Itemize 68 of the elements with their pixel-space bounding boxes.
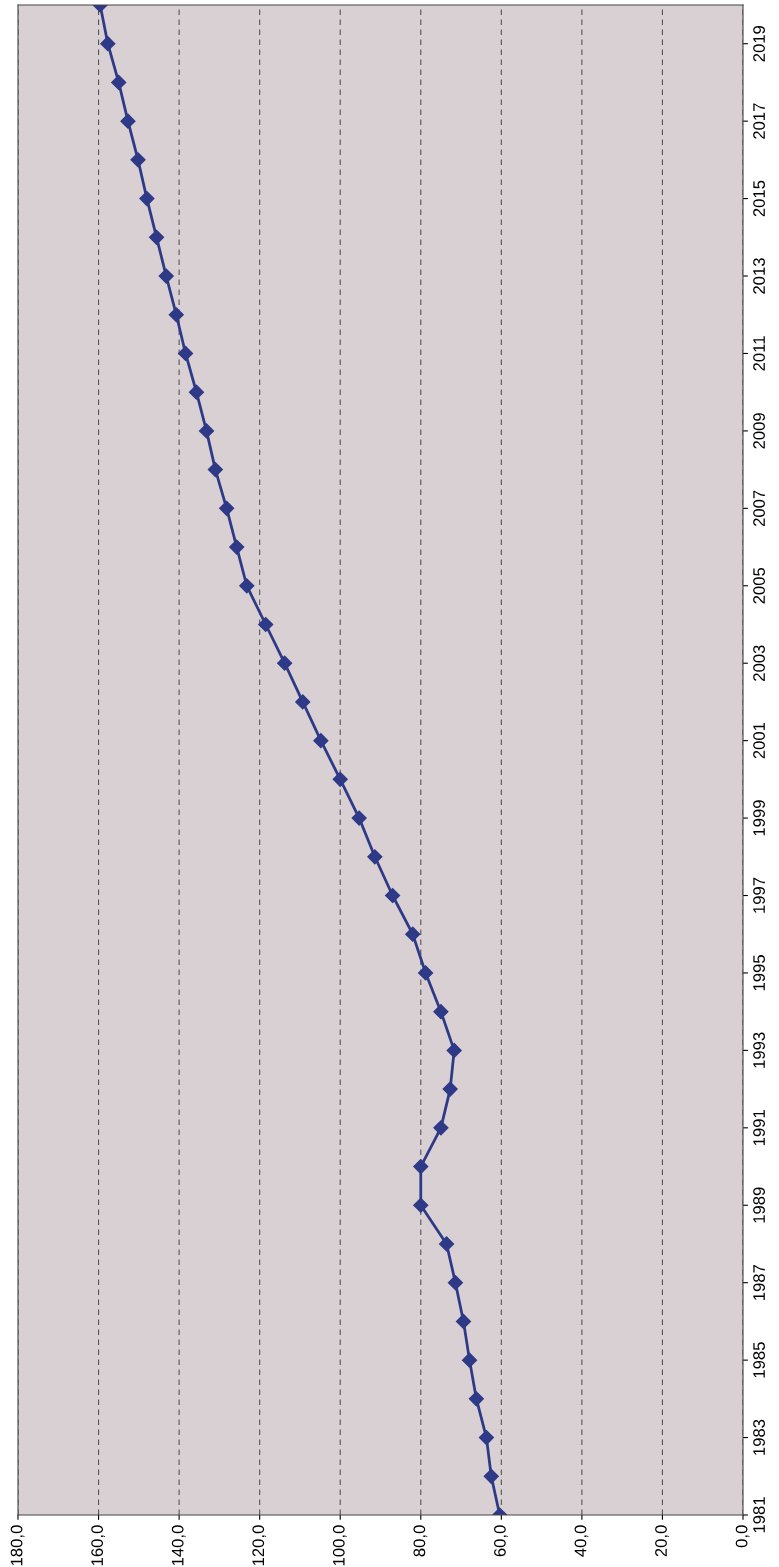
point xyxy=(442,1081,458,1097)
y-tick-label: 1995 xyxy=(753,955,765,991)
point xyxy=(478,1429,495,1446)
point xyxy=(111,74,127,91)
x-tick-label: 120,0 xyxy=(252,1525,267,1566)
point xyxy=(229,539,245,555)
y-tick-label: 1983 xyxy=(753,1419,765,1455)
x-tick-label: 160,0 xyxy=(91,1525,105,1566)
point xyxy=(219,500,235,516)
x-tick-label: 40,0 xyxy=(574,1525,589,1557)
point xyxy=(418,965,434,981)
point xyxy=(239,578,255,594)
point xyxy=(405,926,421,942)
point xyxy=(207,462,223,478)
point xyxy=(168,307,184,323)
point xyxy=(139,191,155,207)
y-tick-label: 2019 xyxy=(753,25,765,62)
y-tick-label: 2013 xyxy=(753,258,765,294)
x-tick-label: 0,0 xyxy=(735,1525,750,1548)
y-tick-label: 2007 xyxy=(753,490,765,527)
point xyxy=(120,113,136,129)
y-tick-label: 1989 xyxy=(753,1187,765,1223)
y-tick-label: 2011 xyxy=(753,336,765,371)
point xyxy=(433,1120,449,1136)
point xyxy=(188,384,205,400)
x-tick-label: 80,0 xyxy=(413,1525,428,1557)
point xyxy=(295,694,311,710)
y-tick-label: 1991 xyxy=(753,1110,765,1146)
point xyxy=(277,655,293,671)
point xyxy=(351,810,367,826)
point xyxy=(100,36,116,52)
x-tick-label: 20,0 xyxy=(655,1525,669,1557)
point xyxy=(455,1313,472,1329)
y-tick-label: 2003 xyxy=(753,645,765,681)
point xyxy=(258,616,274,633)
y-tick-label: 2017 xyxy=(753,103,765,139)
point xyxy=(413,1197,429,1213)
point xyxy=(130,152,146,168)
point xyxy=(447,1275,463,1291)
point xyxy=(367,849,383,865)
point xyxy=(177,345,194,362)
point xyxy=(446,1042,462,1058)
point xyxy=(483,1468,499,1484)
point xyxy=(148,229,165,245)
y-tick-label: 2015 xyxy=(753,180,765,217)
point xyxy=(468,1391,484,1407)
y-tick-label: 1987 xyxy=(753,1264,765,1300)
y-tick-label: 2005 xyxy=(753,567,765,604)
y-tick-label: 1985 xyxy=(753,1342,765,1378)
point xyxy=(433,1004,449,1020)
point xyxy=(385,887,401,904)
point xyxy=(198,423,215,439)
point xyxy=(313,733,329,749)
x-tick-label: 180,0 xyxy=(10,1525,25,1566)
point xyxy=(413,1158,429,1175)
x-tick-label: 140,0 xyxy=(171,1525,186,1566)
y-tick-label: 2001 xyxy=(753,722,765,759)
point xyxy=(158,268,174,284)
x-tick-label: 100,0 xyxy=(332,1525,347,1566)
x-tick-label: 60,0 xyxy=(494,1525,508,1557)
y-tick-label: 1993 xyxy=(753,1032,765,1068)
point xyxy=(332,771,348,787)
y-tick-label: 2009 xyxy=(753,413,765,449)
point xyxy=(461,1352,478,1368)
y-tick-label: 1997 xyxy=(753,877,765,913)
point xyxy=(438,1236,455,1252)
y-tick-label: 1981 xyxy=(753,1497,765,1533)
y-tick-label: 1999 xyxy=(753,800,765,836)
